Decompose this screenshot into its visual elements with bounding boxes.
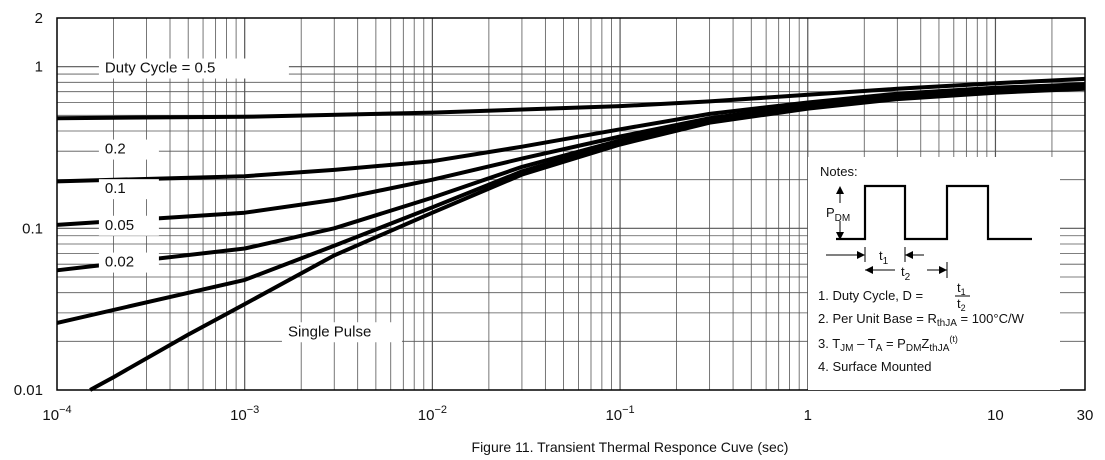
notes-background <box>808 157 1060 390</box>
series-line-5 <box>89 86 1086 392</box>
x-tick-label-3: 10−1 <box>605 404 634 424</box>
y-tick-label-3: 0.01 <box>14 382 43 399</box>
note-1-denominator: t2 <box>957 296 966 313</box>
y-tick-label-0: 2 <box>35 10 43 27</box>
series-label-bg <box>281 322 402 343</box>
series-label-2: 0.1 <box>105 180 126 197</box>
series-label-bg <box>98 215 159 236</box>
series-line-0 <box>56 76 1086 121</box>
t1-arrowhead <box>857 251 865 259</box>
y-tick-label-2: 0.1 <box>22 220 43 237</box>
plot-frame <box>56 17 1086 391</box>
pulse-waveform <box>836 184 1032 241</box>
series-label-1: 0.2 <box>105 141 126 158</box>
note-1-numerator: t1 <box>957 280 966 297</box>
x-tick-label-4: 1 <box>804 407 812 424</box>
t2-label: t2 <box>901 264 911 283</box>
series-line-1 <box>56 82 1086 184</box>
series-label-layer: Duty Cycle = 0.5 0.2 0.1 0.05 0.02 Single Pul… <box>98 58 402 343</box>
series-label-4: 0.02 <box>105 254 134 271</box>
x-tick-label-2: 10−2 <box>418 404 447 424</box>
t2-arrowhead-left <box>865 266 873 274</box>
pdm-label-bg <box>823 203 861 221</box>
x-tick-label-5: 10 <box>987 407 1004 424</box>
t1-arrowhead-2 <box>905 251 913 259</box>
x-tick-label-0: 10−4 <box>42 404 71 424</box>
axis-tick-layer: 10−4 10−3 10−2 10−1 1 10 30 2 1 0.1 0.01 <box>14 10 1094 424</box>
y-tick-label-1: 1 <box>35 59 43 76</box>
series-label-bg <box>98 139 159 160</box>
series-label-5: Single Pulse <box>288 323 371 340</box>
note-4: 4. Surface Mounted <box>818 359 931 374</box>
t2-arrowhead-right <box>939 266 947 274</box>
pdm-arrowhead-up <box>836 186 844 194</box>
notes-title: Notes: <box>820 164 858 179</box>
note-1: 1. Duty Cycle, D = <box>818 288 923 303</box>
figure-caption: Figure 11. Transient Thermal Responce Cu… <box>472 439 789 455</box>
series-layer <box>56 76 1086 392</box>
pdm-label: PDM <box>826 205 850 224</box>
series-label-0: Duty Cycle = 0.5 <box>105 60 215 77</box>
series-label-bg <box>98 252 159 273</box>
note-2: 2. Per Unit Base = RthJA = 100°C/W <box>818 311 1025 329</box>
pdm-arrowhead-down <box>836 232 844 240</box>
series-label-bg <box>98 179 159 200</box>
t1-label: t1 <box>879 248 889 267</box>
note-3: 3. TJM – TA = PDMZthJA(t) <box>818 334 958 354</box>
series-label-3: 0.05 <box>105 217 134 234</box>
x-tick-label-6: 30 <box>1077 407 1094 424</box>
series-label-bg <box>98 58 289 79</box>
x-tick-label-1: 10−3 <box>230 404 259 424</box>
